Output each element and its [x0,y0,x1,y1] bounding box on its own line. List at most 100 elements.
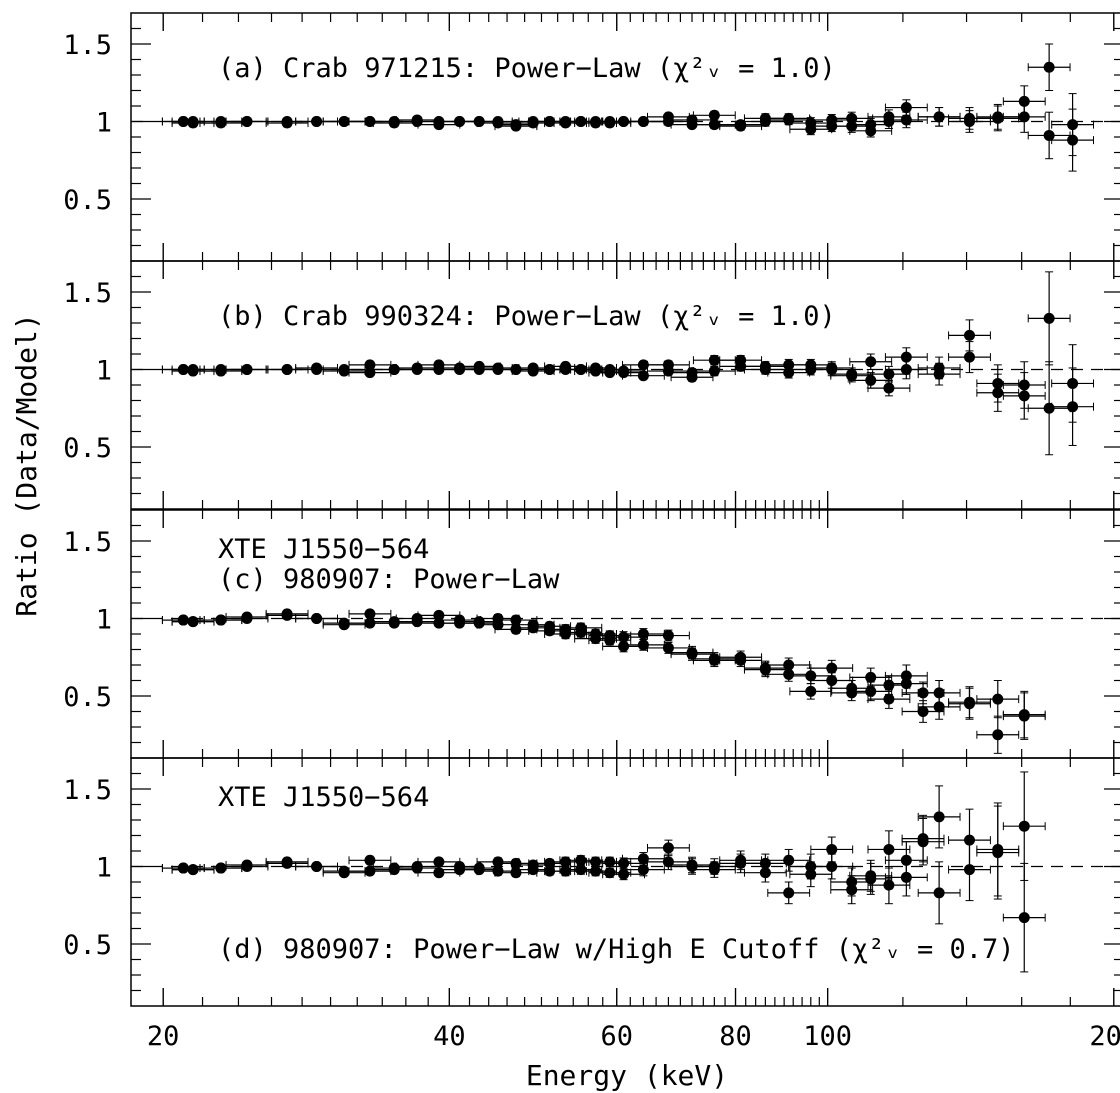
data-point [187,616,199,628]
data-point [411,116,423,127]
data-point [637,359,649,371]
y-tick-label: 0.5 [63,682,112,713]
data-point [933,111,945,123]
data-point [1018,390,1030,402]
data-point [846,687,858,699]
x-tick-label: 200 [1089,1021,1120,1052]
x-tick-label: 40 [433,1021,466,1052]
data-point [364,608,376,620]
x-tick-label: 60 [600,1021,633,1052]
data-point [492,117,504,129]
data-point [759,116,771,127]
y-tick-label: 1.5 [63,30,112,61]
data-point [883,843,895,855]
data-point [735,857,747,869]
data-point [933,887,945,899]
data-point [708,109,720,121]
panel-annotation: (b) Crab 990324: Power−Law (χ²ᵥ = 1.0) [218,301,836,332]
data-point [575,364,587,375]
data-point [826,843,838,855]
data-point [686,861,698,872]
y-tick-label: 0.5 [63,185,112,216]
data-point [510,857,522,869]
data-point [492,619,504,631]
data-point [281,857,293,869]
data-point [826,662,838,674]
data-point [311,861,323,872]
data-point [865,374,877,386]
data-point [281,609,293,621]
data-point [575,116,587,127]
data-point [963,696,975,708]
data-point [590,633,602,645]
data-point [686,647,698,659]
y-tick-label: 1.5 [63,527,112,558]
panel-c: 0.5 1 1.5 XTE J1550−564(c) 980907: Power−La… [63,509,1120,759]
data-point [590,117,602,129]
data-point [662,642,674,654]
data-point [735,360,747,372]
panel-b: 0.5 1 1.5 (b) Crab 990324: Power−Law (χ²ᵥ =… [63,260,1120,510]
data-point [187,116,199,127]
data-point [215,117,227,129]
data-point [992,847,1004,859]
data-point [604,867,616,879]
data-point [1043,61,1055,73]
data-point [527,117,539,129]
data-point [338,617,350,629]
data-point [338,865,350,877]
data-point [1067,134,1079,146]
data-point [662,116,674,127]
data-point [364,359,376,371]
data-point [686,367,698,379]
y-tick-label: 1 [96,356,112,387]
data-point [311,613,323,624]
data-point [1018,710,1030,722]
data-point [662,630,674,642]
data-point [1043,312,1055,324]
panel-frame [130,12,1120,262]
data-point [177,614,189,626]
panel-a: 0.5 1 1.5 (a) Crab 971215: Power−Law (χ²ᵥ =… [63,12,1120,262]
data-point [411,862,423,874]
data-point [241,116,253,127]
data-point [544,625,556,637]
data-point [637,864,649,876]
data-point [735,654,747,666]
data-point [865,356,877,368]
data-point [846,112,858,124]
data-point [338,116,350,127]
y-tick-label: 1.5 [63,278,112,309]
data-point [933,687,945,699]
data-point [388,617,400,629]
data-point [826,675,838,686]
data-point [388,864,400,876]
data-point [883,382,895,394]
data-point [1018,912,1030,924]
data-point [846,120,858,132]
data-point [527,622,539,634]
data-point [933,362,945,374]
data-point [783,367,795,379]
data-point [783,854,795,866]
data-point [637,853,649,865]
data-point [187,864,199,876]
panel-d: 0.5 1 1.5 XTE J1550−564 (d) 980907: Power−La… [63,757,1120,1007]
data-point [933,701,945,713]
data-point [917,833,929,845]
data-point [708,864,720,876]
y-tick-label: 1 [96,853,112,884]
data-point [338,364,350,375]
data-point [883,693,895,705]
panels-layer: 20 40 60 80 100 200 0.5 1 1.5 (a) Crab 971215: Po… [63,12,1120,1052]
data-point [473,116,485,127]
data-point [364,116,376,127]
data-point [575,626,587,638]
data-point [492,865,504,877]
data-point [473,864,485,876]
data-point [364,367,376,379]
data-point [575,854,587,866]
data-point [826,861,838,872]
data-point [992,729,1004,741]
data-point [618,640,630,652]
